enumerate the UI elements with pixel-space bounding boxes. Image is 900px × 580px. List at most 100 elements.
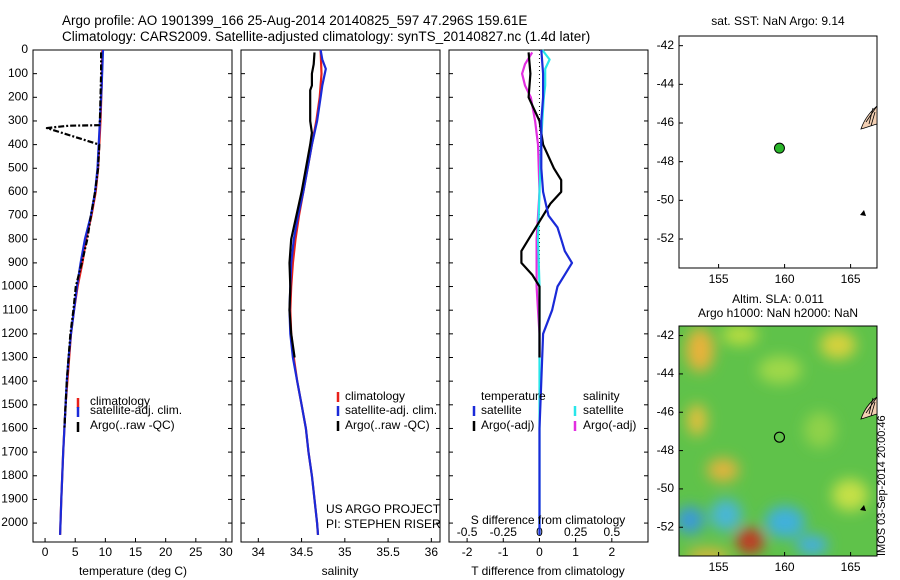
- sst-map-y-tick-label: -46: [657, 115, 675, 129]
- temperature-legend: climatology satellite-adj. clim. Argo(..…: [76, 394, 182, 432]
- sla-map-y-tick-label: -44: [657, 366, 675, 380]
- y-tick-label: 800: [8, 231, 28, 245]
- sst-map-y-tick-label: -52: [657, 231, 675, 245]
- x-temperature-tick-label: 15: [129, 545, 143, 559]
- x-t-difference-tick-label: 1: [572, 545, 579, 559]
- x-t-difference-tick-label: -2: [462, 545, 473, 559]
- legend-label-t-satellite: satellite: [481, 403, 522, 417]
- x-axis-label-s-difference: S difference from climatology: [471, 513, 626, 527]
- x-axis-label-temperature: temperature (deg C): [79, 564, 187, 578]
- sst-map-x-tick-label: 165: [841, 272, 861, 286]
- sla-map-subtitle: Argo h1000: NaN h2000: NaN: [698, 306, 858, 320]
- legend-label-argo-s: Argo(..raw -QC): [345, 418, 430, 432]
- sst-map-title: sat. SST: NaN Argo: 9.14: [711, 14, 845, 28]
- y-tick-label: 1400: [1, 373, 28, 387]
- x-salinity-tick-label: 36: [425, 545, 439, 559]
- sla-map-y-tick-label: -52: [657, 519, 675, 533]
- sla-map-x-tick-label: 155: [709, 560, 729, 574]
- x-temperature-tick-label: 5: [72, 545, 79, 559]
- x-salinity-tick-label: 34.5: [290, 545, 314, 559]
- sla-map-y-tick-label: -48: [657, 443, 675, 457]
- sst-map-y-tick-label: -50: [657, 193, 675, 207]
- y-tick-label: 700: [8, 208, 28, 222]
- float-position-marker-sla: [773, 431, 786, 443]
- legend-label-t-argo: Argo(-adj): [481, 418, 534, 432]
- sla-map-y-tick-label: -42: [657, 328, 675, 342]
- series-line-climatology: [59, 49, 104, 535]
- temperature-panel-frame: [32, 49, 233, 543]
- legend-label-s-argo: Argo(-adj): [583, 418, 636, 432]
- legend-label-climatology-s: climatology: [345, 389, 405, 403]
- x-t-difference-tick-label: -1: [498, 545, 509, 559]
- legend-label-climatology: climatology: [90, 394, 150, 408]
- project-pi: PI: STEPHEN RISER: [326, 517, 441, 531]
- y-tick-label: 600: [8, 184, 28, 198]
- y-tick-label: 1600: [1, 421, 28, 435]
- series-line-t-satellite: [538, 49, 574, 535]
- y-tick-label: 2000: [1, 515, 28, 529]
- x-axis-label-salinity: salinity: [322, 564, 359, 578]
- sst-map-frame: [678, 35, 878, 269]
- sst-map-x-tick-label: 160: [775, 272, 795, 286]
- legend-label-satellite: satellite-adj. clim.: [90, 403, 182, 417]
- y-tick-label: 1500: [1, 397, 28, 411]
- series-line-s-argo: [520, 51, 541, 358]
- x-temperature-tick-label: 30: [219, 545, 233, 559]
- x-temperature-tick-label: 25: [189, 545, 203, 559]
- x-t-difference-tick-label: 0: [536, 545, 543, 559]
- x-t-difference-tick-label: 2: [608, 545, 615, 559]
- legend-label-s-satellite: satellite: [583, 403, 624, 417]
- island-shape: [860, 210, 866, 216]
- sla-map-frame: [678, 325, 878, 557]
- sst-map-x-tick-label: 155: [709, 272, 729, 286]
- salinity-panel-frame: [240, 49, 441, 543]
- x-s-difference-tick-label: -0.25: [490, 525, 518, 539]
- y-tick-label: 900: [8, 255, 28, 269]
- sst-map-y-tick-label: -44: [657, 77, 675, 91]
- y-tick-label: 300: [8, 113, 28, 127]
- sst-map-y-tick-label: -42: [657, 38, 675, 52]
- series-line-satellite-s: [288, 49, 327, 535]
- x-temperature-tick-label: 0: [42, 545, 49, 559]
- sla-map-x-tick-label: 165: [841, 560, 861, 574]
- y-tick-label: 1900: [1, 492, 28, 506]
- series-line-argo-s: [288, 52, 316, 358]
- y-tick-label: 1800: [1, 468, 28, 482]
- project-name: US ARGO PROJECT: [326, 502, 441, 516]
- legend-header-temperature: temperature: [481, 389, 546, 403]
- x-s-difference-tick-label: 0.25: [564, 525, 588, 539]
- y-tick-label: 500: [8, 160, 28, 174]
- island-shape-2: [860, 505, 866, 511]
- legend-label-satellite-s: satellite-adj. clim.: [345, 403, 437, 417]
- sla-map-x-tick-label: 160: [775, 560, 795, 574]
- y-tick-label: 1700: [1, 444, 28, 458]
- y-tick-label: 1300: [1, 350, 28, 364]
- y-tick-label: 0: [21, 42, 28, 56]
- sla-map-y-tick-label: -50: [657, 481, 675, 495]
- y-tick-label: 200: [8, 89, 28, 103]
- x-axis-label-t-difference: T difference from climatology: [471, 564, 625, 578]
- y-tick-label: 1200: [1, 326, 28, 340]
- legend-label-argo: Argo(..raw -QC): [90, 418, 175, 432]
- series-line-satellite: [59, 49, 105, 535]
- x-salinity-tick-label: 35: [338, 545, 352, 559]
- timestamp-stamp: IMOS 03-Sep-2014 20:00:46: [876, 415, 888, 556]
- x-salinity-tick-label: 35.5: [376, 545, 400, 559]
- sst-map-y-tick-label: -48: [657, 154, 675, 168]
- x-s-difference-tick-label: -0.5: [457, 525, 478, 539]
- y-tick-label: 400: [8, 137, 28, 151]
- float-position-marker: [773, 142, 785, 154]
- y-tick-label: 1100: [2, 302, 28, 316]
- coastline-hatch: [865, 105, 878, 127]
- salinity-legend: climatology satellite-adj. clim. Argo(..…: [336, 389, 437, 432]
- x-temperature-tick-label: 20: [159, 545, 173, 559]
- title-line-1: Argo profile: AO 1901399_166 25-Aug-2014…: [62, 13, 528, 28]
- y-tick-label: 100: [8, 66, 28, 80]
- difference-legend: temperature salinity satellite Argo(-adj…: [472, 389, 636, 432]
- legend-header-salinity: salinity: [583, 389, 620, 403]
- x-temperature-tick-label: 10: [99, 545, 113, 559]
- coastline-hatch-2: [865, 396, 878, 417]
- y-tick-label: 1000: [1, 279, 28, 293]
- sla-map-y-tick-label: -46: [657, 404, 675, 418]
- series-line-argo: [45, 52, 103, 429]
